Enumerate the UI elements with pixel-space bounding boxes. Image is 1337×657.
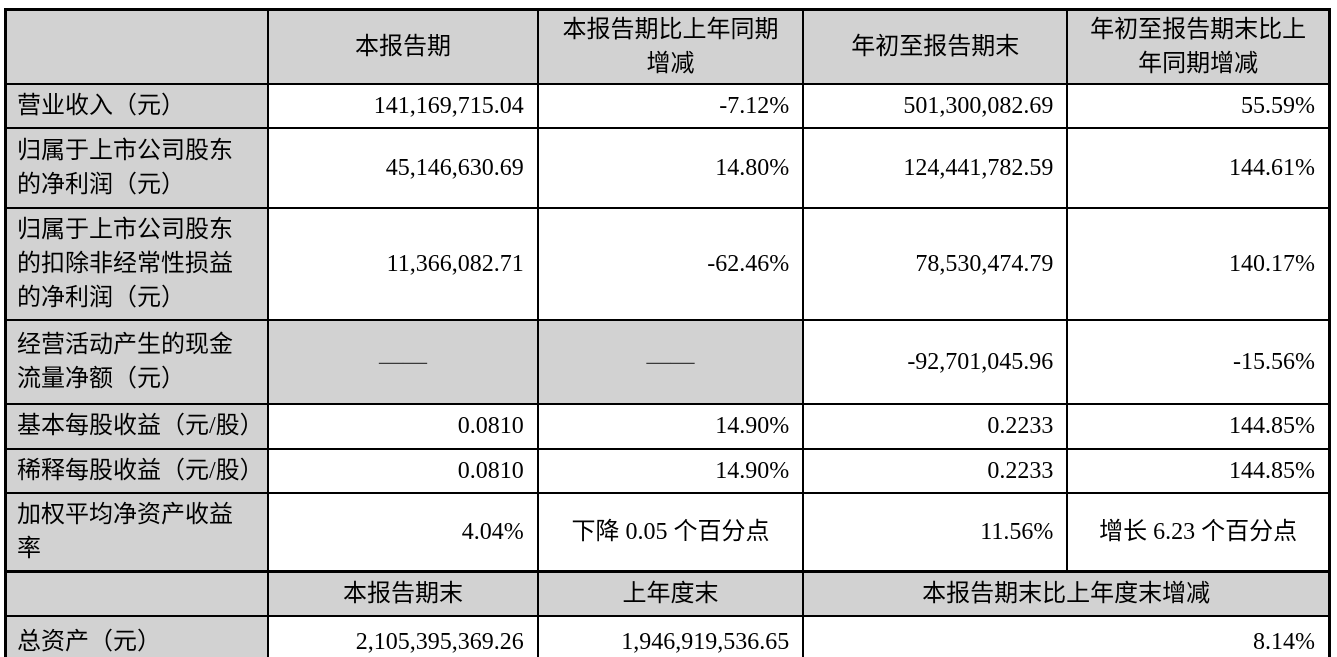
table-row-total-assets: 总资产（元） 2,105,395,369.26 1,946,919,536.65… xyxy=(4,615,1331,657)
value-cell: 144.85% xyxy=(1066,403,1331,450)
header-end-of-prior-year: 上年度末 xyxy=(536,569,805,618)
value-cell: 14.90% xyxy=(536,403,805,450)
value-cell: 8.14% xyxy=(802,615,1331,657)
value-cell: 501,300,082.69 xyxy=(802,83,1069,130)
header-current-period-yoy-change: 本报告期比上年同期 增减 xyxy=(536,8,805,86)
table-row-basic-eps: 基本每股收益（元/股） 0.0810 14.90% 0.2233 144.85% xyxy=(4,403,1331,450)
header-ytd-yoy-change: 年初至报告期末比上 年同期增减 xyxy=(1066,8,1331,86)
table-row-net-profit-excl-nonrecurring: 归属于上市公司股东 的扣除非经常性损益 的净利润（元） 11,366,082.7… xyxy=(4,207,1331,322)
value-cell: 141,169,715.04 xyxy=(267,83,539,130)
table-row-weighted-avg-roe: 加权平均净资产收益 率 4.04% 下降 0.05 个百分点 11.56% 增长… xyxy=(4,491,1331,573)
value-cell: -7.12% xyxy=(536,83,805,130)
value-cell: 4.04% xyxy=(267,491,539,573)
financial-summary-table: 本报告期 本报告期比上年同期 增减 年初至报告期末 年初至报告期末比上 年同期增… xyxy=(4,8,1331,657)
value-cell: 11,366,082.71 xyxy=(267,207,539,322)
value-cell: 14.80% xyxy=(536,127,805,210)
row-label: 归属于上市公司股东 的净利润（元） xyxy=(4,127,270,210)
value-cell: 2,105,395,369.26 xyxy=(267,615,539,657)
corner-cell xyxy=(4,569,270,618)
value-cell: 45,146,630.69 xyxy=(267,127,539,210)
row-label: 归属于上市公司股东 的扣除非经常性损益 的净利润（元） xyxy=(4,207,270,322)
row-label: 加权平均净资产收益 率 xyxy=(4,491,270,573)
value-cell: 14.90% xyxy=(536,447,805,494)
header-end-of-period: 本报告期末 xyxy=(267,569,539,618)
value-cell: 增长 6.23 个百分点 xyxy=(1066,491,1331,573)
value-cell: 下降 0.05 个百分点 xyxy=(536,491,805,573)
table-row-net-profit: 归属于上市公司股东 的净利润（元） 45,146,630.69 14.80% 1… xyxy=(4,127,1331,210)
row-label: 基本每股收益（元/股） xyxy=(4,403,270,450)
row-label: 营业收入（元） xyxy=(4,83,270,130)
row-label: 经营活动产生的现金 流量净额（元） xyxy=(4,319,270,406)
empty-dash-cell: —— xyxy=(267,319,539,406)
value-cell: 144.61% xyxy=(1066,127,1331,210)
value-cell: 1,946,919,536.65 xyxy=(536,615,805,657)
value-cell: 0.2233 xyxy=(802,447,1069,494)
value-cell: 0.2233 xyxy=(802,403,1069,450)
row-label: 总资产（元） xyxy=(4,615,270,657)
table-row-diluted-eps: 稀释每股收益（元/股） 0.0810 14.90% 0.2233 144.85% xyxy=(4,447,1331,494)
header-ytd: 年初至报告期末 xyxy=(802,8,1069,86)
value-cell: -62.46% xyxy=(536,207,805,322)
table-subheader-row: 本报告期末 上年度末 本报告期末比上年度末增减 xyxy=(4,569,1331,618)
value-cell: -15.56% xyxy=(1066,319,1331,406)
value-cell: 78,530,474.79 xyxy=(802,207,1069,322)
header-change-vs-prior-year-end: 本报告期末比上年度末增减 xyxy=(802,569,1331,618)
empty-dash-cell: —— xyxy=(536,319,805,406)
value-cell: 140.17% xyxy=(1066,207,1331,322)
value-cell: 144.85% xyxy=(1066,447,1331,494)
value-cell: -92,701,045.96 xyxy=(802,319,1069,406)
value-cell: 124,441,782.59 xyxy=(802,127,1069,210)
row-label: 稀释每股收益（元/股） xyxy=(4,447,270,494)
value-cell: 55.59% xyxy=(1066,83,1331,130)
corner-cell xyxy=(4,8,270,86)
value-cell: 0.0810 xyxy=(267,403,539,450)
value-cell: 0.0810 xyxy=(267,447,539,494)
value-cell: 11.56% xyxy=(802,491,1069,573)
table-row-operating-cash-flow: 经营活动产生的现金 流量净额（元） —— —— -92,701,045.96 -… xyxy=(4,319,1331,406)
header-current-period: 本报告期 xyxy=(267,8,539,86)
table-row-operating-revenue: 营业收入（元） 141,169,715.04 -7.12% 501,300,08… xyxy=(4,83,1331,130)
table-header-row: 本报告期 本报告期比上年同期 增减 年初至报告期末 年初至报告期末比上 年同期增… xyxy=(4,8,1331,86)
